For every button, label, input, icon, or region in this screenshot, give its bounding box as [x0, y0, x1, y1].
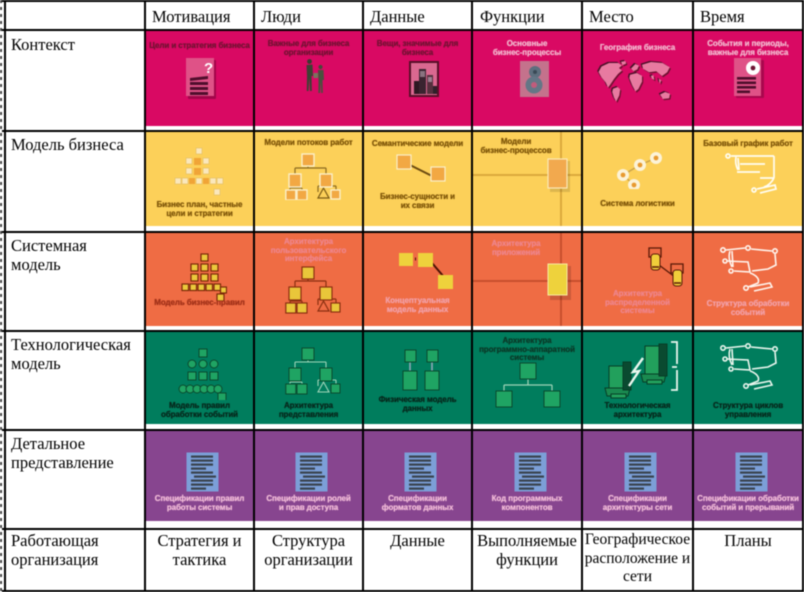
svg-text:?: ? [204, 60, 213, 77]
